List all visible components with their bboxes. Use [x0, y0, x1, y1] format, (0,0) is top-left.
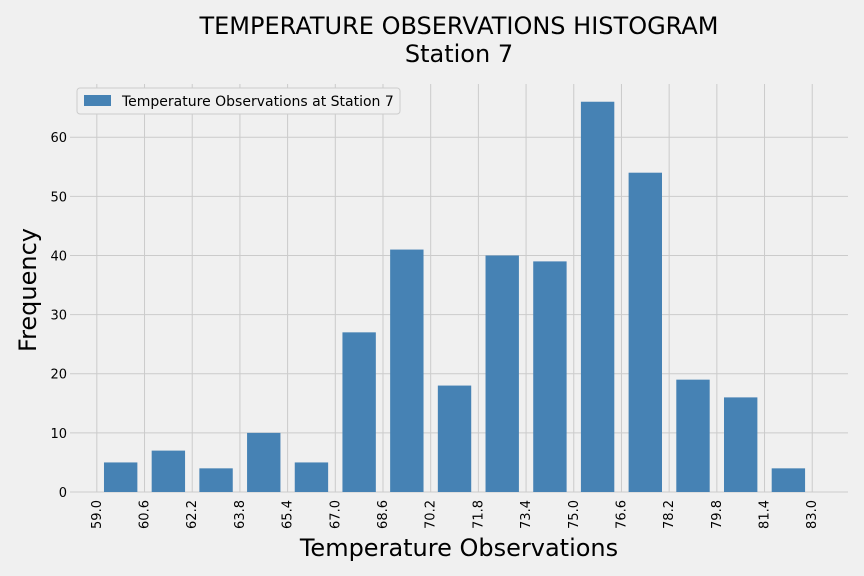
histogram-bar [533, 261, 567, 492]
x-tick-label: 75.0 [567, 500, 582, 529]
x-tick-label: 79.8 [710, 500, 725, 529]
chart-subtitle: Station 7 [405, 40, 513, 68]
y-tick-label: 20 [50, 368, 67, 383]
x-tick-label: 83.0 [805, 500, 820, 529]
chart-title: TEMPERATURE OBSERVATIONS HISTOGRAM [198, 12, 718, 40]
x-tick-label: 62.2 [185, 500, 200, 529]
y-axis-ticks: 0 10 20 30 40 50 60 [50, 131, 67, 501]
y-axis-label: Frequency [14, 228, 42, 352]
histogram-bar [103, 462, 138, 492]
histogram-bar [771, 468, 806, 492]
histogram-bar [199, 468, 233, 492]
x-tick-label: 78.2 [662, 500, 677, 529]
x-axis-label: Temperature Observations [299, 534, 618, 562]
x-tick-label: 71.8 [471, 500, 486, 529]
y-tick-label: 50 [50, 190, 67, 205]
legend: Temperature Observations at Station 7 [76, 87, 401, 115]
x-tick-label: 63.8 [233, 500, 248, 529]
histogram-bar [342, 332, 376, 492]
legend-box [76, 87, 401, 115]
y-tick-label: 0 [59, 486, 67, 501]
y-tick-label: 10 [50, 427, 67, 442]
y-tick-label: 30 [50, 309, 67, 324]
legend-swatch [84, 95, 111, 106]
x-axis-ticks: 59.0 60.6 62.2 63.8 65.4 67.0 68.6 70.2 71.8 73.4… [90, 500, 820, 529]
x-tick-label: 81.4 [758, 500, 773, 529]
x-tick-label: 76.6 [614, 500, 629, 529]
legend-label: Temperature Observations at Station 7 [121, 94, 394, 110]
y-tick-label: 40 [50, 249, 67, 264]
x-tick-label: 59.0 [90, 500, 105, 529]
histogram-bar [151, 450, 186, 492]
histogram-bar [390, 249, 424, 492]
x-tick-label: 65.4 [281, 500, 296, 529]
histogram-bar [437, 385, 472, 492]
histogram-bar [723, 397, 758, 492]
x-tick-label: 60.6 [138, 500, 153, 529]
histogram-bar [247, 432, 281, 492]
histogram-bar [580, 101, 615, 492]
x-tick-label: 70.2 [424, 500, 439, 529]
x-tick-label: 68.6 [376, 500, 391, 529]
histogram-bar [676, 379, 710, 492]
histogram-bar [294, 462, 329, 492]
histogram-bar [628, 172, 662, 492]
bars [103, 101, 806, 492]
x-tick-label: 67.0 [328, 500, 343, 529]
x-tick-label: 73.4 [519, 500, 534, 529]
y-tick-label: 60 [50, 131, 67, 146]
histogram-bar [485, 255, 519, 492]
